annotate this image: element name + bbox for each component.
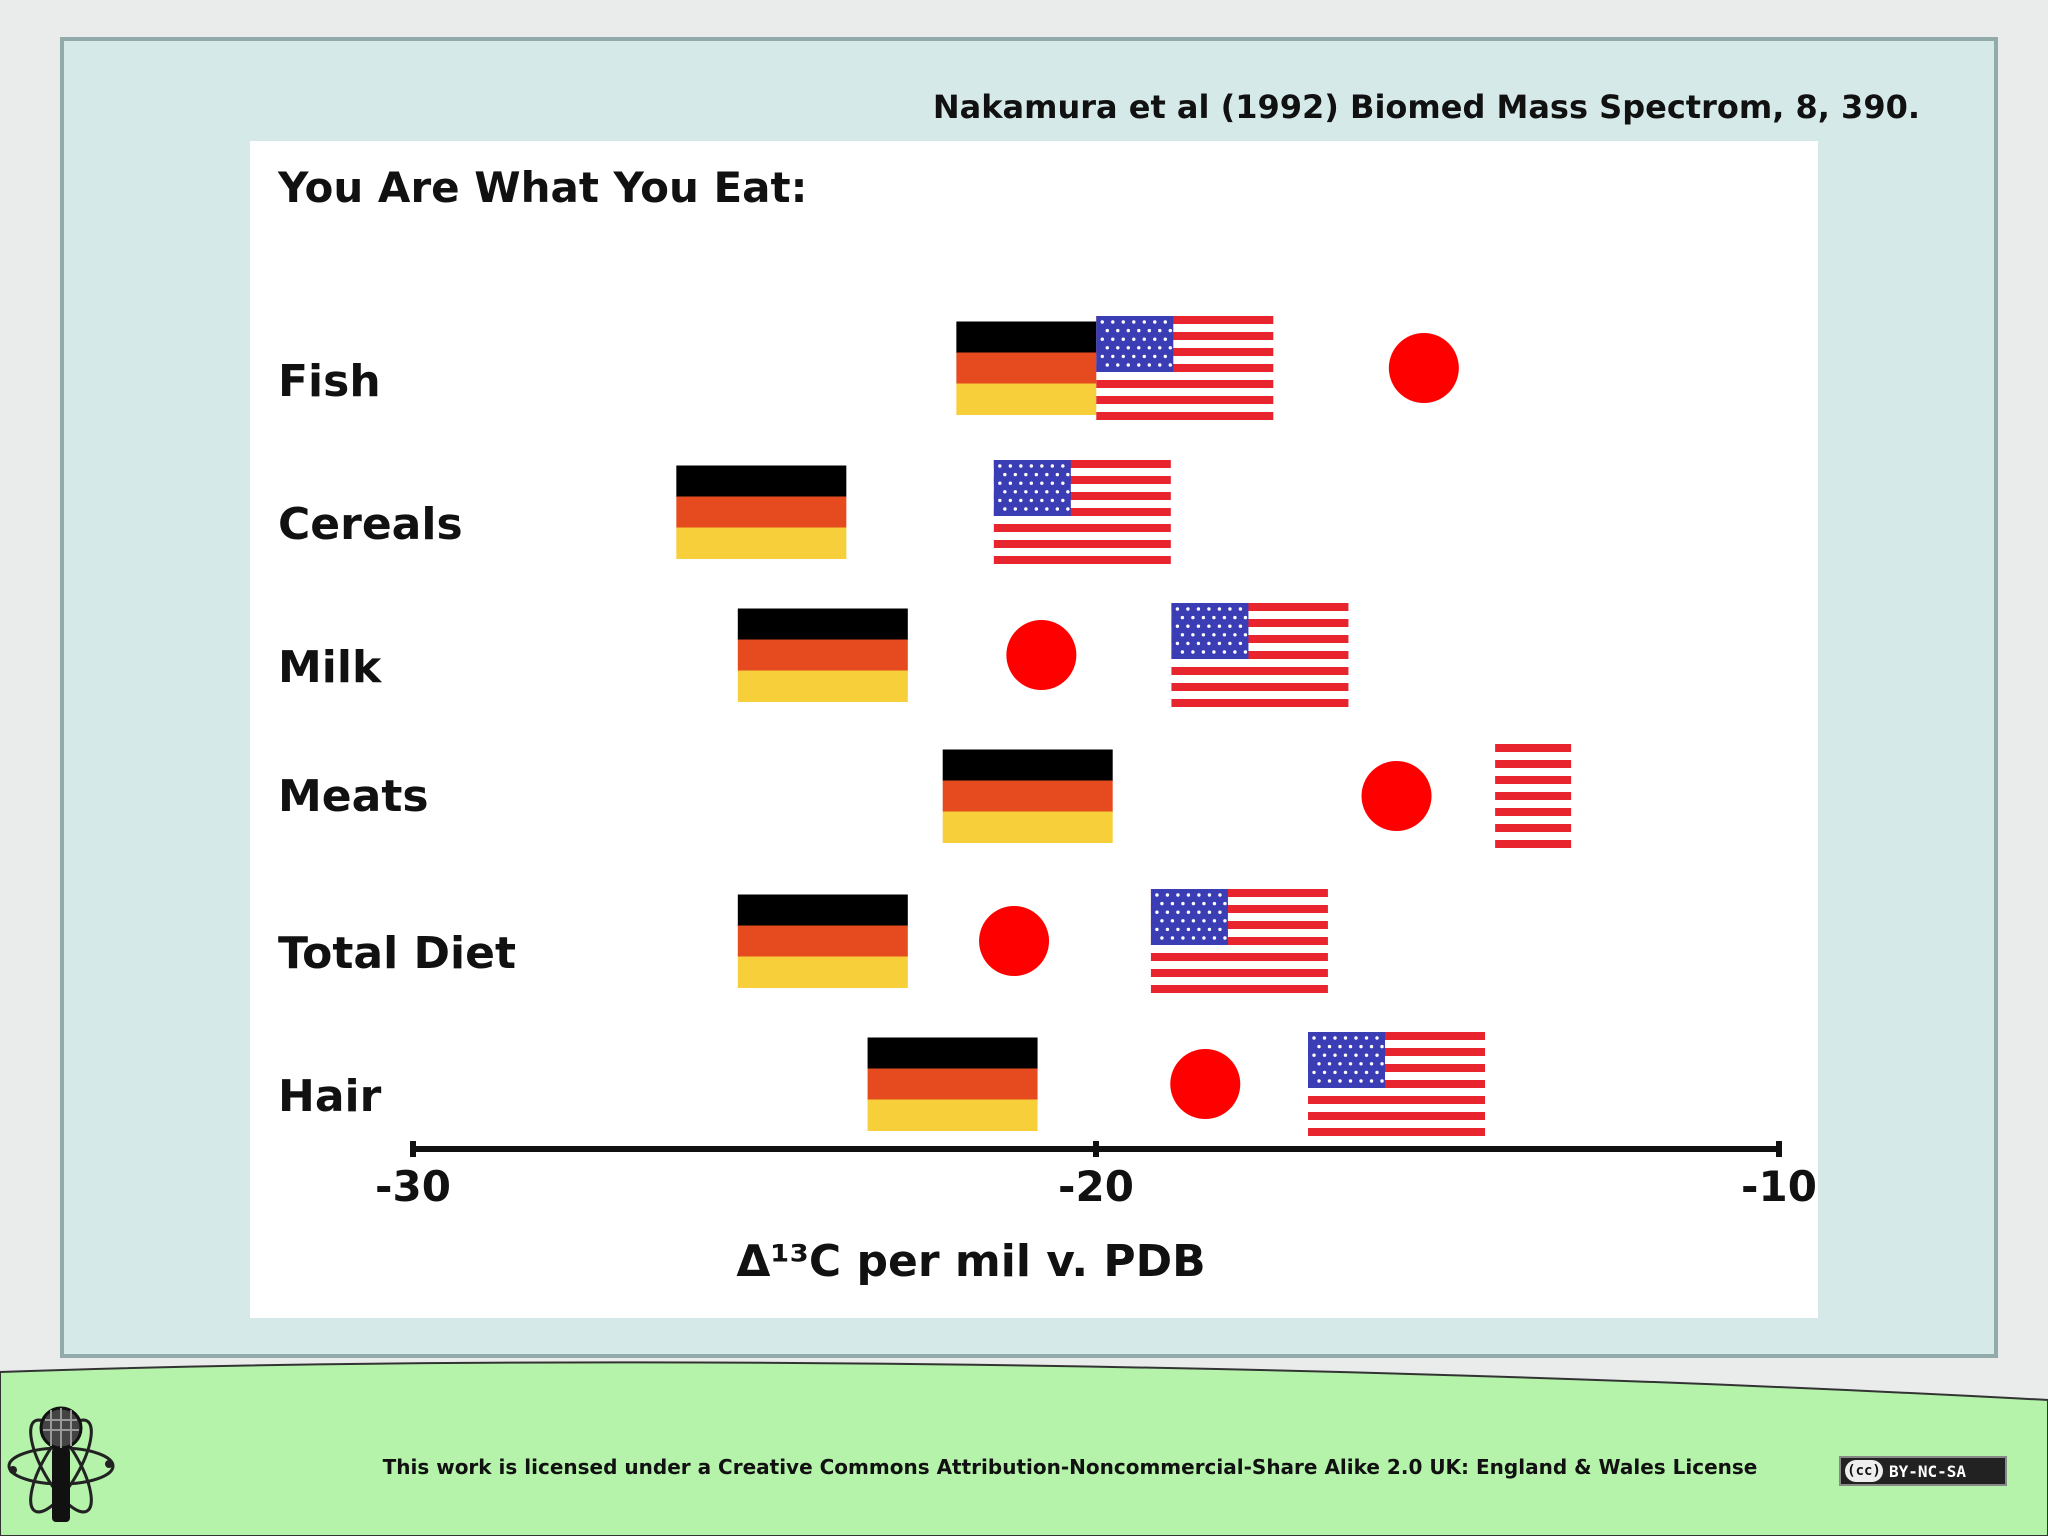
category-label-hair: Hair xyxy=(278,1071,382,1122)
red-dot-marker xyxy=(1388,333,1459,403)
cc-icon: (cc) xyxy=(1845,1460,1883,1482)
red-dot-marker xyxy=(979,906,1050,976)
license-text: This work is licensed under a Creative C… xyxy=(382,1455,1758,1479)
red-dot-marker xyxy=(1361,761,1432,831)
germany-flag-marker xyxy=(942,749,1113,843)
x-axis-label: Δ¹³C per mil v. PDB xyxy=(736,1236,1205,1287)
citation: Nakamura et al (1992) Biomed Mass Spectr… xyxy=(932,88,1920,126)
x-tick-label: -10 xyxy=(1741,1162,1817,1211)
usa-flag-marker xyxy=(993,460,1171,564)
category-label-milk: Milk xyxy=(278,642,382,693)
x-tick-label: -30 xyxy=(375,1162,451,1211)
category-label-total-diet: Total Diet xyxy=(278,928,517,979)
usa-flag-marker xyxy=(1150,889,1328,993)
chart-title: You Are What You Eat: xyxy=(278,163,808,212)
germany-flag-marker xyxy=(867,1037,1038,1131)
germany-flag-marker xyxy=(676,465,847,559)
usa-flag-marker xyxy=(1171,603,1349,707)
cc-terms: BY-NC-SA xyxy=(1889,1461,1967,1481)
red-dot-marker xyxy=(1170,1049,1241,1119)
usa-flag-marker xyxy=(1495,744,1572,848)
x-tick-label: -20 xyxy=(1058,1162,1134,1211)
footer-band xyxy=(0,1361,2048,1536)
category-label-meats: Meats xyxy=(278,771,429,822)
germany-flag-marker xyxy=(737,608,908,702)
plot-area: -30 -20 -10 Δ¹³C per mil v. PDB xyxy=(375,316,1817,1287)
usa-flag-marker xyxy=(1308,1032,1486,1136)
microphone-atom-icon xyxy=(7,1406,115,1522)
germany-flag-marker xyxy=(737,894,908,988)
usa-flag-marker xyxy=(1096,316,1274,420)
cc-license-badge[interactable]: (cc) BY-NC-SA xyxy=(1839,1456,2007,1486)
category-label-fish: Fish xyxy=(278,356,381,407)
category-label-cereals: Cereals xyxy=(278,499,463,550)
red-dot-marker xyxy=(1006,620,1077,690)
